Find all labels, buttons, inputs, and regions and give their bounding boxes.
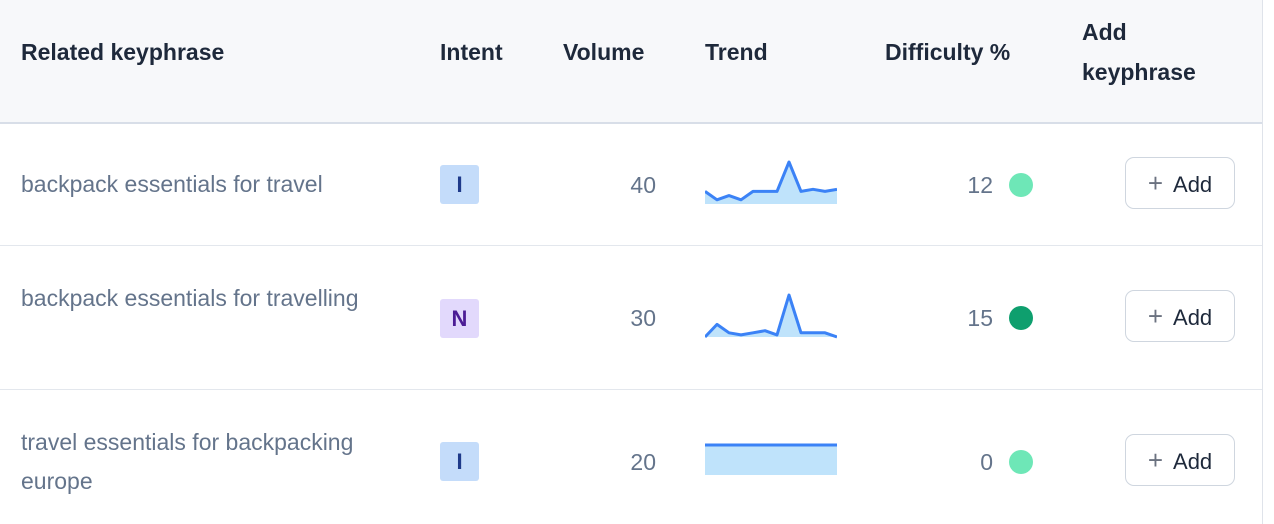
add-button-label: Add bbox=[1173, 449, 1213, 474]
plus-icon: + bbox=[1147, 301, 1164, 331]
header-difficulty: Difficulty % bbox=[885, 39, 1011, 65]
difficulty-value: 12 bbox=[967, 172, 993, 198]
plus-icon: + bbox=[1147, 168, 1164, 198]
difficulty-indicator bbox=[1009, 306, 1033, 330]
plus-icon: + bbox=[1147, 445, 1164, 475]
difficulty-value: 0 bbox=[980, 449, 993, 475]
volume-value: 20 bbox=[630, 449, 656, 475]
trend-line bbox=[705, 293, 837, 339]
keyphrase-text: backpack essentials for travelling bbox=[21, 285, 359, 311]
header-keyphrase: Related keyphrase bbox=[21, 39, 225, 65]
trend-line bbox=[705, 160, 837, 202]
table-row: travel essentials for backpacking europe… bbox=[0, 390, 1262, 524]
difficulty-indicator bbox=[1009, 173, 1033, 197]
intent-badge: I bbox=[440, 442, 479, 481]
trend-sparkline bbox=[705, 443, 837, 475]
add-keyphrase-button[interactable]: + Add bbox=[1125, 434, 1235, 486]
add-keyphrase-button[interactable]: + Add bbox=[1125, 290, 1235, 342]
trend-sparkline bbox=[705, 160, 837, 204]
trend-area bbox=[705, 162, 837, 204]
trend-sparkline bbox=[705, 293, 837, 339]
trend-area bbox=[705, 445, 837, 475]
intent-badge: I bbox=[440, 165, 479, 204]
add-keyphrase-button[interactable]: + Add bbox=[1125, 157, 1235, 209]
header-add-line1: Add bbox=[1082, 19, 1127, 45]
header-add-line2: keyphrase bbox=[1082, 59, 1196, 85]
table-header: Related keyphrase Intent Volume Trend Di… bbox=[0, 0, 1262, 124]
table-row: backpack essentials for travel I 40 12 +… bbox=[0, 124, 1262, 246]
keyphrase-text: backpack essentials for travel bbox=[21, 171, 323, 197]
difficulty-value: 15 bbox=[967, 305, 993, 331]
difficulty-indicator bbox=[1009, 450, 1033, 474]
volume-value: 40 bbox=[630, 172, 656, 198]
table-row: backpack essentials for travelling N 30 … bbox=[0, 246, 1262, 390]
add-button-label: Add bbox=[1173, 305, 1213, 330]
header-volume: Volume bbox=[563, 39, 645, 65]
header-trend: Trend bbox=[705, 39, 768, 65]
volume-value: 30 bbox=[630, 305, 656, 331]
keyphrase-text: travel essentials for backpacking europe bbox=[21, 429, 354, 494]
header-intent: Intent bbox=[440, 39, 503, 65]
intent-badge: N bbox=[440, 299, 479, 338]
add-button-label: Add bbox=[1173, 172, 1213, 197]
